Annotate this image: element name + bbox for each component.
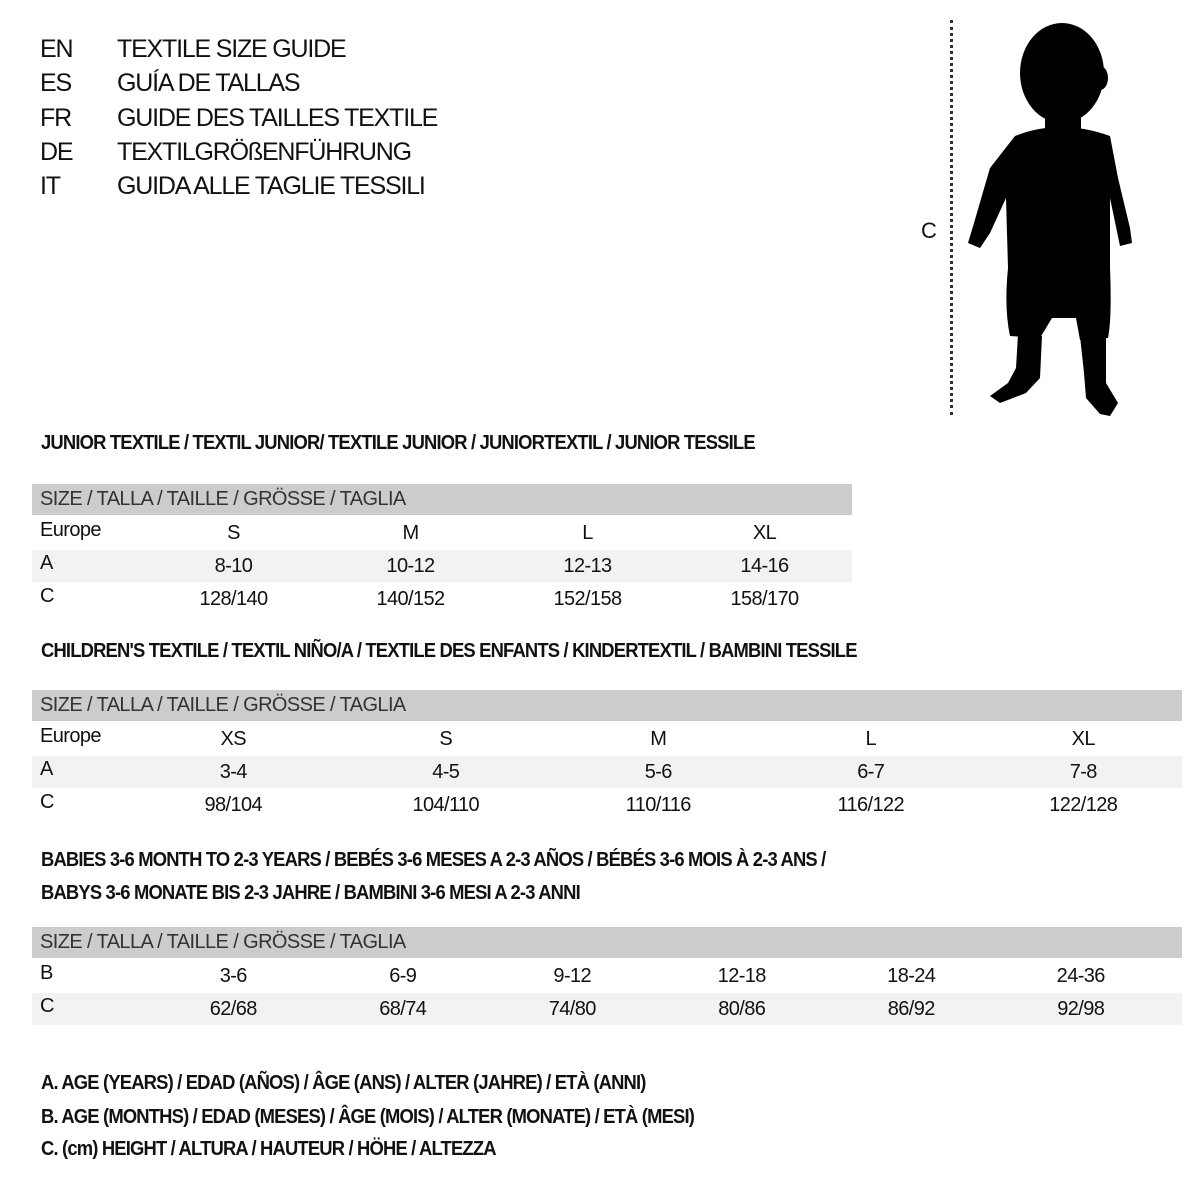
table-cell: 14-16 [740,555,789,577]
table-cell: M [650,728,667,750]
table-cell: 80/86 [718,998,766,1020]
table-cell: XL [752,522,777,544]
size-table: SIZE / TALLA / TAILLE / GRÖSSE / TAGLIA B… [32,927,1182,1025]
table-cell: 110/116 [625,794,692,816]
lang-code: IT [40,172,61,200]
table-cell: 9-12 [553,965,592,987]
table-cell: 104/110 [412,794,480,816]
table-cell: 12-13 [563,555,612,577]
section-title: CHILDREN'S TEXTILE / TEXTIL NIÑO/A / TEX… [41,640,857,662]
table-cell: 5-6 [644,761,673,783]
table-cell: 140/152 [376,588,445,610]
table-cell: 8-10 [214,555,253,577]
table-row: A 3-4 4-5 5-6 6-7 7-8 [32,756,1182,788]
table-row: C 62/68 68/74 74/80 80/86 86/92 92/98 [32,993,1182,1025]
table-cell: 158/170 [730,588,799,610]
row-label: A [40,758,53,780]
table-cell: 116/122 [837,794,905,816]
table-header-label: SIZE / TALLA / TAILLE / GRÖSSE / TAGLIA [40,931,406,953]
row-label: A [40,552,53,574]
table-cell: 74/80 [548,998,597,1020]
section-title: BABIES 3-6 MONTH TO 2-3 YEARS / BEBÉS 3-… [41,849,826,871]
table-row: C 98/104 104/110 110/116 116/122 122/128 [32,789,1182,821]
table-cell: S [227,522,240,544]
table-row: B 3-6 6-9 9-12 12-18 18-24 24-36 [32,960,1182,992]
table-cell: 122/128 [1049,794,1118,816]
table-cell: 152/158 [553,588,622,610]
table-cell: 3-6 [219,965,248,987]
table-row: A 8-10 10-12 12-13 14-16 [32,550,852,582]
table-cell: 12-18 [717,965,767,987]
size-table: SIZE / TALLA / TAILLE / GRÖSSE / TAGLIA E… [32,484,852,615]
table-cell: 68/74 [379,998,427,1020]
table-header-label: SIZE / TALLA / TAILLE / GRÖSSE / TAGLIA [40,694,406,716]
table-row: Europe S M L XL [32,517,852,549]
table-cell: 10-12 [386,555,435,577]
table-cell: 128/140 [199,588,268,610]
lang-code: ES [40,69,72,97]
table-cell: 6-9 [389,965,417,987]
table-cell: 86/92 [887,998,936,1020]
row-label: C [40,995,54,1017]
lang-title: GUÍA DE TALLAS [117,69,301,97]
table-header-row: SIZE / TALLA / TAILLE / GRÖSSE / TAGLIA [32,690,1182,721]
table-cell: 3-4 [219,761,248,783]
table-cell: L [582,522,593,544]
table-cell: 62/68 [209,998,258,1020]
row-label: Europe [40,519,102,541]
table-header-label: SIZE / TALLA / TAILLE / GRÖSSE / TAGLIA [40,488,406,510]
table-cell: 98/104 [204,794,263,816]
row-label: B [40,962,53,984]
lang-code: DE [40,138,74,166]
table-cell: S [439,728,453,750]
row-label: C [40,791,54,813]
table-header-row: SIZE / TALLA / TAILLE / GRÖSSE / TAGLIA [32,927,1182,958]
lang-code: EN [40,35,74,63]
legend-item-a: A. AGE (YEARS) / EDAD (AÑOS) / ÂGE (ANS)… [41,1072,646,1094]
section-title: JUNIOR TEXTILE / TEXTIL JUNIOR/ TEXTILE … [41,432,756,454]
legend-item-b: B. AGE (MONTHS) / EDAD (MESES) / ÂGE (MO… [41,1106,695,1128]
lang-title: GUIDA ALLE TAGLIE TESSILI [117,172,426,200]
table-cell: M [402,522,419,544]
table-cell: XS [220,728,247,750]
table-cell: 24-36 [1056,965,1106,987]
height-measure-label: C [921,218,937,243]
table-cell: L [865,728,877,750]
section-title: BABYS 3-6 MONATE BIS 2-3 JAHRE / BAMBINI… [41,882,581,904]
table-cell: 18-24 [887,965,936,987]
row-label: Europe [40,725,102,747]
lang-code: FR [40,104,72,132]
size-table: SIZE / TALLA / TAILLE / GRÖSSE / TAGLIA E… [32,690,1182,821]
child-silhouette-icon [968,23,1132,416]
height-measure-line [950,20,953,415]
table-row: C 128/140 140/152 152/158 158/170 [32,583,852,615]
lang-title: GUIDE DES TAILLES TEXTILE [117,104,438,132]
table-cell: 6-7 [857,761,885,783]
table-cell: XL [1071,728,1096,750]
table-cell: 92/98 [1057,998,1105,1020]
table-cell: 7-8 [1069,761,1098,783]
lang-title: TEXTILE SIZE GUIDE [117,35,347,63]
table-row: Europe XS S M L XL [32,723,1182,755]
lang-title: TEXTILGRÖßENFÜHRUNG [117,138,412,166]
table-header-row: SIZE / TALLA / TAILLE / GRÖSSE / TAGLIA [32,484,852,515]
table-cell: 4-5 [432,761,460,783]
row-label: C [40,585,54,607]
legend-item-c: C. (cm) HEIGHT / ALTURA / HAUTEUR / HÖHE… [41,1138,497,1160]
